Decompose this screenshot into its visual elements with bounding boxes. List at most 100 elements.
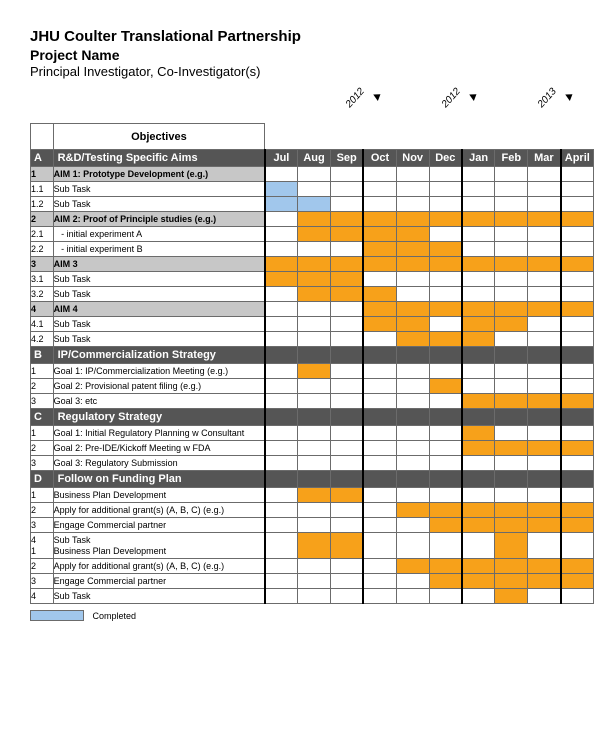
task-id: 4 bbox=[31, 589, 54, 604]
gantt-cell bbox=[265, 212, 298, 227]
task-row: 2Apply for additional grant(s) (A, B, C)… bbox=[31, 559, 594, 574]
gantt-cell bbox=[495, 441, 528, 456]
task-id: 1 bbox=[31, 426, 54, 441]
gantt-cell bbox=[265, 379, 298, 394]
gantt-cell bbox=[298, 287, 331, 302]
gantt-cell bbox=[330, 488, 363, 503]
gantt-cell bbox=[561, 272, 594, 287]
gantt-cell bbox=[265, 394, 298, 409]
gantt-cell bbox=[396, 227, 429, 242]
gantt-cell bbox=[330, 379, 363, 394]
gantt-cell bbox=[396, 589, 429, 604]
gantt-cell bbox=[429, 302, 462, 317]
task-id: 2.2 bbox=[31, 242, 54, 257]
month-header: Mar bbox=[528, 150, 561, 167]
gantt-cell bbox=[561, 471, 594, 488]
header-spacer bbox=[495, 124, 528, 150]
gantt-cell bbox=[330, 287, 363, 302]
gantt-cell bbox=[363, 409, 396, 426]
gantt-cell bbox=[495, 589, 528, 604]
gantt-cell bbox=[462, 533, 495, 559]
gantt-cell bbox=[462, 332, 495, 347]
gantt-cell bbox=[265, 167, 298, 182]
gantt-cell bbox=[396, 347, 429, 364]
gantt-cell bbox=[528, 182, 561, 197]
gantt-cell bbox=[429, 441, 462, 456]
gantt-cell bbox=[429, 394, 462, 409]
gantt-cell bbox=[396, 364, 429, 379]
gantt-cell bbox=[528, 503, 561, 518]
gantt-cell bbox=[396, 167, 429, 182]
task-name: Sub Task bbox=[53, 287, 265, 302]
gantt-cell bbox=[528, 212, 561, 227]
gantt-cell bbox=[298, 533, 331, 559]
task-name: Business Plan Development bbox=[53, 488, 265, 503]
gantt-cell bbox=[495, 227, 528, 242]
task-id: 3 bbox=[31, 518, 54, 533]
task-name: Sub Task bbox=[53, 272, 265, 287]
gantt-cell bbox=[265, 242, 298, 257]
gantt-cell bbox=[396, 287, 429, 302]
task-row: 3Engage Commercial partner bbox=[31, 518, 594, 533]
gantt-cell bbox=[429, 347, 462, 364]
gantt-cell bbox=[528, 518, 561, 533]
gantt-cell bbox=[495, 212, 528, 227]
gantt-cell bbox=[363, 167, 396, 182]
year-arrow-icon bbox=[565, 91, 575, 101]
gantt-cell bbox=[429, 503, 462, 518]
gantt-cell bbox=[363, 364, 396, 379]
gantt-cell bbox=[561, 227, 594, 242]
gantt-cell bbox=[528, 272, 561, 287]
gantt-cell bbox=[528, 394, 561, 409]
gantt-cell bbox=[265, 302, 298, 317]
task-id: 3.1 bbox=[31, 272, 54, 287]
year-arrow-icon bbox=[373, 91, 383, 101]
gantt-cell bbox=[561, 364, 594, 379]
gantt-cell bbox=[363, 533, 396, 559]
gantt-cell bbox=[265, 503, 298, 518]
doc-title: JHU Coulter Translational Partnership bbox=[30, 28, 594, 45]
gantt-cell bbox=[396, 503, 429, 518]
gantt-cell bbox=[561, 182, 594, 197]
gantt-cell bbox=[265, 426, 298, 441]
gantt-cell bbox=[396, 197, 429, 212]
gantt-table: ObjectivesAR&D/Testing Specific AimsJulA… bbox=[30, 123, 594, 604]
gantt-cell bbox=[330, 533, 363, 559]
gantt-cell bbox=[265, 533, 298, 559]
task-row: 2.2 - initial experiment B bbox=[31, 242, 594, 257]
aim-name: AIM 1: Prototype Development (e.g.) bbox=[53, 167, 265, 182]
task-id: 4 1 bbox=[31, 533, 54, 559]
gantt-cell bbox=[462, 182, 495, 197]
gantt-cell bbox=[396, 488, 429, 503]
legend-label-completed: Completed bbox=[92, 611, 136, 621]
gantt-cell bbox=[396, 212, 429, 227]
gantt-cell bbox=[462, 257, 495, 272]
gantt-cell bbox=[396, 441, 429, 456]
task-id: 1.1 bbox=[31, 182, 54, 197]
gantt-cell bbox=[298, 503, 331, 518]
gantt-cell bbox=[495, 471, 528, 488]
year-arrow-icon bbox=[469, 91, 479, 101]
task-name: Goal 3: Regulatory Submission bbox=[53, 456, 265, 471]
gantt-cell bbox=[330, 503, 363, 518]
gantt-cell bbox=[298, 471, 331, 488]
gantt-cell bbox=[298, 488, 331, 503]
gantt-cell bbox=[462, 456, 495, 471]
gantt-cell bbox=[363, 456, 396, 471]
header-spacer bbox=[528, 124, 561, 150]
gantt-cell bbox=[265, 257, 298, 272]
gantt-cell bbox=[298, 227, 331, 242]
task-row: 1.2Sub Task bbox=[31, 197, 594, 212]
task-row: 3Goal 3: etc bbox=[31, 394, 594, 409]
gantt-cell bbox=[561, 257, 594, 272]
gantt-cell bbox=[495, 533, 528, 559]
gantt-cell bbox=[265, 409, 298, 426]
task-name: - initial experiment A bbox=[53, 227, 265, 242]
gantt-cell bbox=[363, 574, 396, 589]
gantt-cell bbox=[396, 242, 429, 257]
task-id: 2.1 bbox=[31, 227, 54, 242]
gantt-cell bbox=[429, 518, 462, 533]
gantt-cell bbox=[298, 441, 331, 456]
task-name: Sub Task bbox=[53, 317, 265, 332]
task-id: 2 bbox=[31, 441, 54, 456]
